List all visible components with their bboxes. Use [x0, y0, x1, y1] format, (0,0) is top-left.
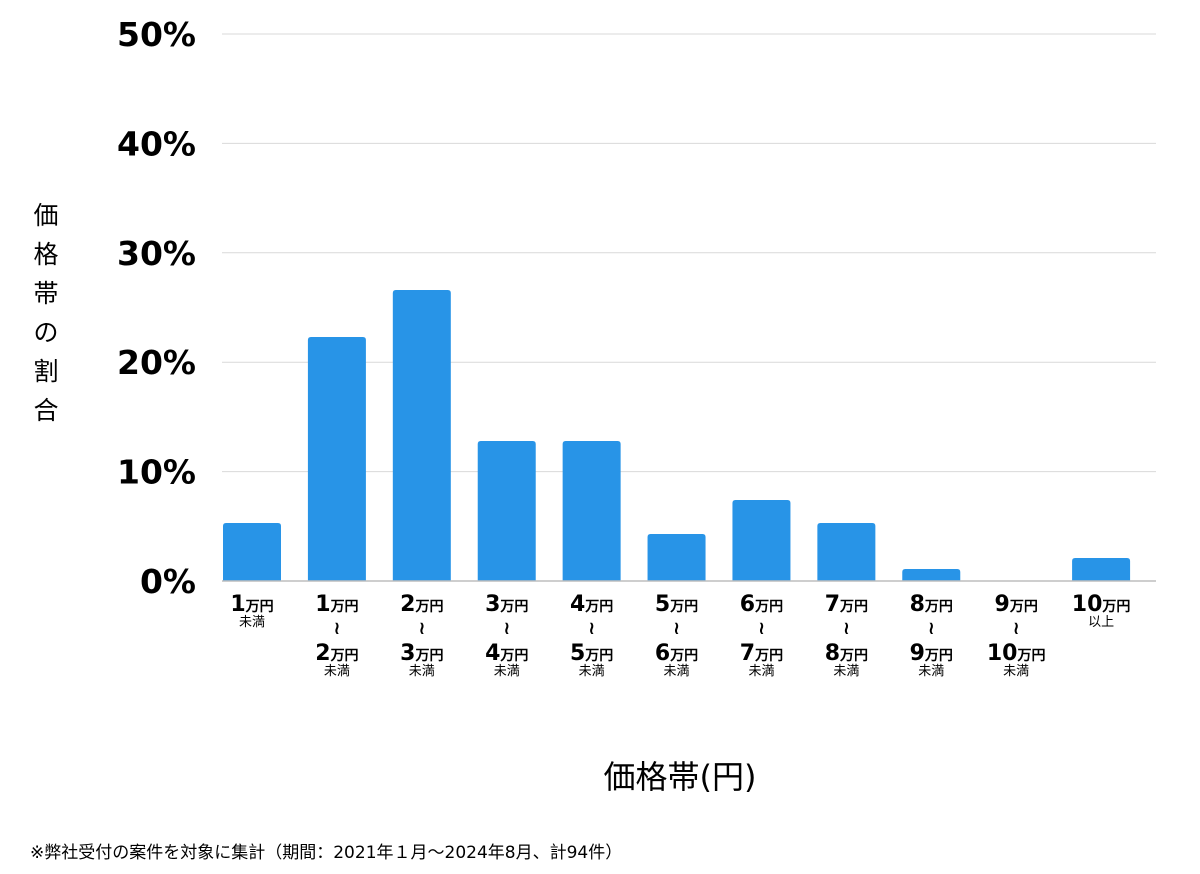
- x-category-label: 1万円 ≀ 2万円 未満: [297, 592, 377, 680]
- x-category-label: 5万円 ≀ 6万円 未満: [637, 592, 717, 680]
- range-wave-icon: ≀: [503, 618, 511, 639]
- bar: [223, 523, 281, 581]
- bars: [223, 289, 1131, 581]
- y-axis-label-char: の: [33, 318, 59, 347]
- bar: [647, 533, 706, 581]
- bar: [307, 337, 366, 581]
- range-wave-icon: ≀: [927, 618, 935, 639]
- x-category-label: 3万円 ≀ 4万円 未満: [467, 592, 547, 680]
- footnote: ※弊社受付の案件を対象に集計（期間：2021年１月〜2024年8月、計94件）: [30, 843, 623, 863]
- x-category-label: 8万円 ≀ 9万円 未満: [891, 592, 971, 680]
- bar: [562, 440, 621, 581]
- x-category-label: 6万円 ≀ 7万円 未満: [721, 592, 801, 680]
- x-category-label: 4万円 ≀ 5万円 未満: [552, 592, 632, 680]
- y-axis-label-char: 格: [33, 240, 59, 269]
- x-axis-label: 価格帯(円): [603, 758, 757, 796]
- x-category-label: 10万円 以上: [1071, 592, 1131, 630]
- y-axis-label: 価格帯の割合: [28, 196, 64, 430]
- range-wave-icon: ≀: [673, 618, 680, 639]
- range-wave-icon: ≀: [842, 618, 850, 639]
- x-category-label: 9万円 ≀ 10万円 未満: [976, 592, 1056, 680]
- bar: [1072, 558, 1131, 581]
- y-axis-label-char: 価: [33, 201, 59, 230]
- range-wave-icon: ≀: [333, 618, 341, 639]
- bar: [732, 500, 791, 581]
- x-category-label: 7万円 ≀ 8万円 未満: [806, 592, 886, 680]
- range-wave-icon: ≀: [758, 618, 765, 639]
- range-wave-icon: ≀: [418, 618, 426, 639]
- y-tick-label: 20%: [117, 343, 196, 382]
- y-axis-ticks: 0% 10% 20% 30% 40% 50%: [117, 15, 196, 601]
- range-wave-icon: ≀: [1012, 618, 1020, 639]
- bar: [392, 289, 451, 581]
- y-axis-label-char: 合: [33, 396, 59, 425]
- y-axis-label-char: 帯: [33, 279, 59, 308]
- y-tick-label: 10%: [117, 453, 196, 492]
- bar: [902, 568, 961, 581]
- x-category-label: 2万円 ≀ 3万円 未満: [382, 592, 462, 680]
- range-wave-icon: ≀: [588, 618, 595, 639]
- y-axis-label-char: 割: [33, 357, 59, 386]
- gridlines: [222, 33, 1156, 473]
- y-tick-label: 0%: [140, 562, 196, 601]
- x-category-label: 1万円 未満: [230, 592, 274, 630]
- y-tick-label: 30%: [117, 234, 196, 273]
- y-tick-label: 50%: [117, 15, 196, 54]
- bar: [817, 523, 876, 581]
- bar: [477, 440, 536, 581]
- y-tick-label: 40%: [117, 124, 196, 163]
